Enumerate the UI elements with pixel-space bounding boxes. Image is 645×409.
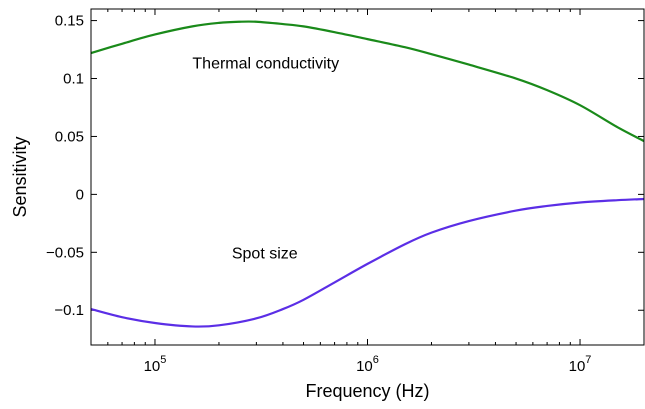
x-tick-exponent: 6 xyxy=(373,354,379,366)
y-tick-label: 0.15 xyxy=(55,13,84,30)
series-line-1 xyxy=(90,197,645,328)
x-axis-label: Frequency (Hz) xyxy=(305,381,429,401)
y-tick-label: −0.05 xyxy=(46,244,84,261)
y-tick-label: 0 xyxy=(76,186,84,203)
x-tick-base: 10 xyxy=(144,358,161,375)
x-tick-label: 106 xyxy=(356,354,379,375)
y-tick-label: 0.1 xyxy=(63,71,84,88)
x-tick-exponent: 5 xyxy=(160,354,166,366)
series-line-0 xyxy=(90,20,645,143)
x-tick-label: 105 xyxy=(144,354,167,375)
annotation-label: Thermal conductivity xyxy=(192,56,339,73)
annotation-layer: Thermal conductivity Spot size xyxy=(192,56,339,263)
annotation-label: Spot size xyxy=(232,246,298,263)
y-axis-label: Sensitivity xyxy=(10,136,30,217)
ticks-layer xyxy=(90,9,645,345)
plot-frame xyxy=(90,8,645,346)
x-tick-label: 107 xyxy=(569,354,592,375)
y-tick-label: 0.05 xyxy=(55,128,84,145)
x-tick-base: 10 xyxy=(569,358,586,375)
y-tick-label: −0.1 xyxy=(54,302,84,319)
series-layer xyxy=(90,20,645,328)
x-tick-base: 10 xyxy=(356,358,373,375)
x-tick-exponent: 7 xyxy=(585,354,591,366)
